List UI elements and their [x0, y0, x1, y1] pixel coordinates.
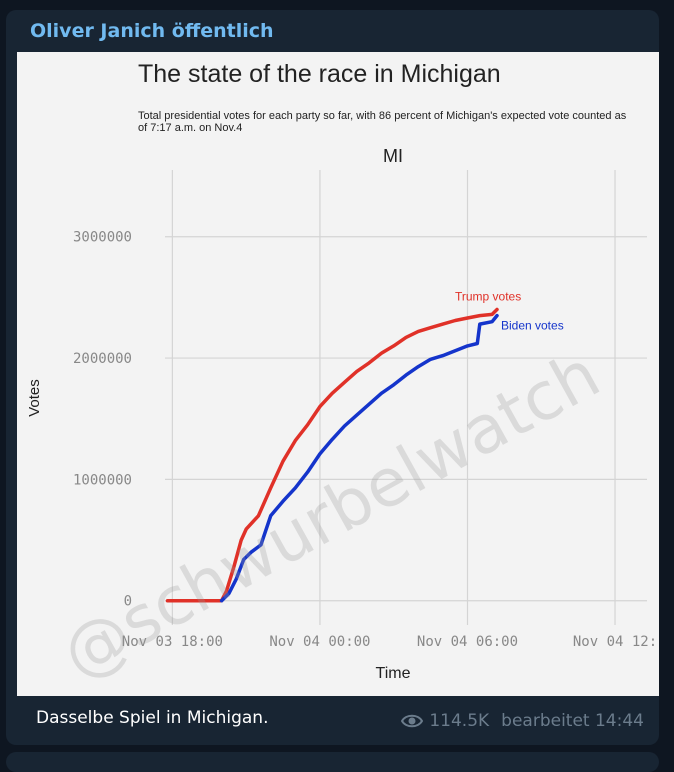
- view-count: 114.5K: [429, 711, 490, 731]
- trump-votes-line: [165, 307, 499, 603]
- y-tick-label: 2000000: [73, 351, 132, 367]
- y-tick-label: 0: [124, 594, 132, 610]
- biden-votes-label: Biden votes: [501, 319, 564, 333]
- trump-votes-label: Trump votes: [455, 290, 521, 304]
- channel-name[interactable]: Oliver Janich öffentlich: [30, 20, 274, 42]
- message-caption: Dasselbe Spiel in Michigan.: [36, 708, 269, 728]
- chart-subtitle: Total presidential votes for each party …: [138, 110, 627, 134]
- y-axis-label: Votes: [26, 379, 43, 417]
- line-chart: MI Votes Time 0 1000000 2000000 3000000 Nov …: [26, 146, 657, 694]
- chart-title: The state of the race in Michigan: [138, 60, 501, 88]
- x-tick-label: Nov 04 00:00: [269, 634, 370, 650]
- eye-icon: [401, 713, 424, 729]
- message-meta: 114.5K bearbeitet 14:44: [401, 711, 644, 731]
- panel-label: MI: [383, 146, 403, 166]
- next-message-bubble: [6, 752, 659, 772]
- biden-votes-line: [219, 313, 499, 603]
- x-tick-label: Nov 04 12:: [573, 634, 657, 650]
- x-tick-label: Nov 03 18:00: [122, 634, 223, 650]
- edited-time: bearbeitet 14:44: [501, 711, 644, 731]
- x-axis-label: Time: [376, 665, 411, 682]
- y-tick-label: 1000000: [73, 472, 132, 488]
- x-tick-label: Nov 04 06:00: [417, 634, 518, 650]
- chart-image[interactable]: The state of the race in Michigan Total …: [17, 52, 659, 696]
- y-tick-label: 3000000: [73, 230, 132, 246]
